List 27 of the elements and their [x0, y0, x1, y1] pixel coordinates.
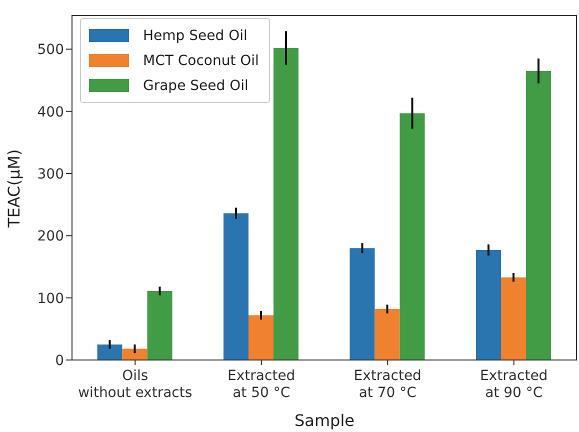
x-tick-label: Extracted at 70 °C	[354, 368, 422, 401]
x-tick-label: Extracted at 50 °C	[228, 368, 296, 401]
x-tick-label: Extracted at 90 °C	[480, 368, 548, 401]
bar	[501, 277, 526, 360]
legend-label: Grape Seed Oil	[143, 78, 248, 94]
y-tick-label: 200	[37, 228, 64, 245]
bar	[224, 213, 248, 360]
bar	[147, 291, 172, 360]
y-axis-title: TEAC(µM)	[4, 149, 24, 228]
bar	[526, 70, 551, 360]
y-tick-label: 100	[37, 290, 64, 307]
bar	[374, 309, 400, 360]
x-axis-title: Sample	[294, 411, 354, 430]
legend-label: MCT Coconut Oil	[143, 52, 259, 68]
bar	[476, 250, 501, 360]
bar	[274, 48, 298, 360]
bar	[248, 315, 274, 360]
y-tick-label: 300	[37, 166, 64, 182]
bar	[400, 113, 425, 360]
bar	[97, 344, 122, 360]
x-tick-label: Oils without extracts	[78, 368, 192, 401]
legend-label: Hemp Seed Oil	[143, 28, 248, 44]
y-tick-label: 0	[55, 352, 64, 369]
bar	[350, 248, 375, 360]
y-tick-label: 400	[37, 104, 64, 120]
bar	[122, 348, 148, 360]
y-tick-label: 500	[37, 42, 64, 58]
